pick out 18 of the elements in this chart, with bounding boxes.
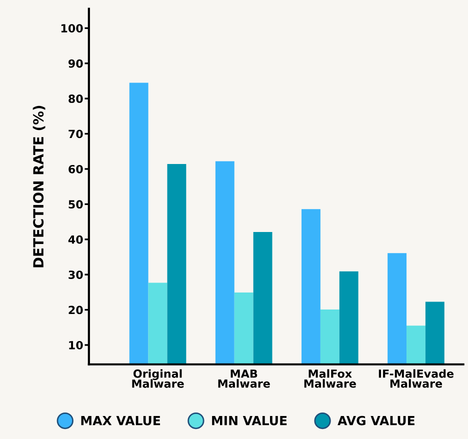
legend-label: AVG VALUE: [338, 416, 414, 426]
x-tick-label: Original Malware: [132, 369, 184, 388]
x-tick-label: MAB Malware: [218, 370, 270, 388]
y-tick-label: 30: [68, 270, 83, 279]
y-tick-label: 40: [68, 235, 83, 244]
y-tick-label: 70: [68, 130, 83, 138]
y-tick-label: 60: [68, 164, 83, 174]
y-axis-title: DETECTION RATE (%): [32, 106, 46, 268]
legend-label: MIN VALUE: [212, 416, 287, 426]
y-tick-label: 20: [68, 306, 83, 314]
x-tick-label: IF-MalEvade Malware: [378, 369, 454, 388]
y-tick-label: 100: [61, 24, 83, 33]
x-tick-label: MalFox Malware: [304, 369, 356, 388]
y-tick-label: 80: [68, 94, 83, 103]
y-tick-label: 50: [68, 200, 83, 209]
y-tick-label: 10: [69, 340, 83, 350]
y-tick-label: 90: [68, 59, 83, 68]
legend-label: MAX VALUE: [81, 416, 160, 426]
